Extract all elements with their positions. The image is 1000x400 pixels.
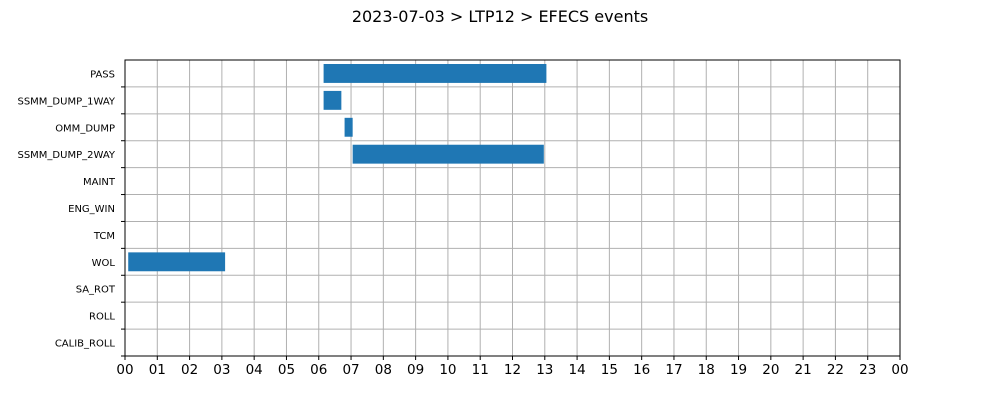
x-tick-label: 20 <box>762 362 779 378</box>
x-tick-label: 06 <box>310 362 327 378</box>
x-tick-label: 17 <box>665 362 682 378</box>
y-tick-label: WOL <box>92 258 116 269</box>
x-tick-label: 02 <box>181 362 198 378</box>
x-tick-label: 13 <box>536 362 553 378</box>
x-tick-label: 00 <box>116 362 133 378</box>
x-tick-label: 03 <box>213 362 230 378</box>
x-tick-label: 09 <box>407 362 424 378</box>
x-tick-label: 11 <box>472 362 489 378</box>
y-tick-label: ENG_WIN <box>68 204 115 215</box>
x-tick-label: 04 <box>246 362 263 378</box>
y-tick-label: SA_ROT <box>76 285 116 296</box>
x-tick-label: 12 <box>504 362 521 378</box>
y-tick-label: SSMM_DUMP_1WAY <box>17 96 115 107</box>
x-tick-label: 19 <box>730 362 747 378</box>
x-tick-label: 23 <box>859 362 876 378</box>
x-axis-labels: 00 01 02 03 04 05 06 07 08 09 10 11 12 13 14 15 16 17 18 19… <box>116 356 909 378</box>
y-tick-label: ROLL <box>89 312 115 323</box>
y-tick-label: OMM_DUMP <box>55 123 115 134</box>
y-tick-label: CALIB_ROLL <box>55 339 116 350</box>
x-tick-label: 14 <box>568 362 585 378</box>
x-tick-label: 22 <box>827 362 844 378</box>
x-tick-label: 10 <box>439 362 456 378</box>
bars <box>128 64 547 272</box>
grid <box>125 60 900 356</box>
x-tick-label: 21 <box>795 362 812 378</box>
event-bar-ssmm-dump-2way <box>352 144 544 164</box>
event-bar-ssmm-dump-1way <box>323 90 342 110</box>
y-tick-label: PASS <box>90 69 115 80</box>
event-bar-omm-dump <box>344 117 353 137</box>
x-tick-label: 05 <box>278 362 295 378</box>
y-tick-label: SSMM_DUMP_2WAY <box>17 150 115 161</box>
y-tick-label: MAINT <box>83 177 116 188</box>
event-bar-pass <box>323 64 547 83</box>
y-axis-labels: PASS SSMM_DUMP_1WAY OMM_DUMP SSMM_DUMP_2WAY… <box>17 69 125 357</box>
x-tick-label: 07 <box>342 362 359 378</box>
x-tick-label: 15 <box>601 362 618 378</box>
x-tick-label: 00 <box>891 362 908 378</box>
plot-frame <box>124 59 901 357</box>
x-tick-label: 08 <box>375 362 392 378</box>
chart-title: 2023-07-03 > LTP12 > EFECS events <box>352 7 648 26</box>
event-bar-wol <box>128 252 226 272</box>
x-tick-label: 16 <box>633 362 650 378</box>
x-tick-label: 18 <box>698 362 715 378</box>
x-tick-label: 01 <box>149 362 166 378</box>
y-tick-label: TCM <box>93 231 115 242</box>
